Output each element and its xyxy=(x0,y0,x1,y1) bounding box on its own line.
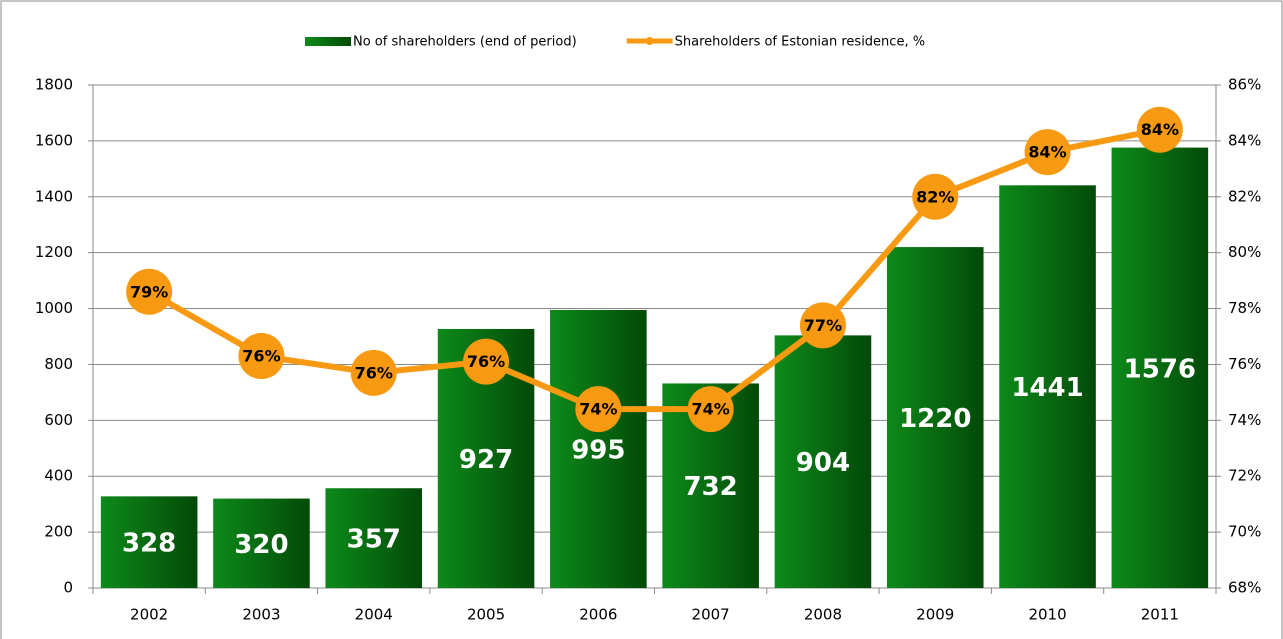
legend-swatch-marker xyxy=(645,37,654,45)
legend-label: No of shareholders (end of period) xyxy=(353,35,577,50)
bar-value-label: 995 xyxy=(571,435,625,465)
y-tick-label: 1800 xyxy=(35,76,73,94)
line-value-label: 74% xyxy=(692,400,730,419)
bar xyxy=(550,309,647,588)
line-value-label: 74% xyxy=(579,400,617,419)
line-marker xyxy=(1024,129,1071,176)
x-tick-label: 2009 xyxy=(916,606,954,624)
bar-value-label: 1576 xyxy=(1124,354,1196,384)
bar-value-label: 1220 xyxy=(899,404,971,434)
line-value-label: 84% xyxy=(1028,143,1066,162)
bar xyxy=(100,496,198,588)
y2-tick-label: 82% xyxy=(1228,187,1261,205)
x-tick-label: 2003 xyxy=(242,606,280,624)
bar-value-label: 328 xyxy=(122,529,176,559)
line-value-label: 79% xyxy=(130,282,168,301)
y-tick-label: 400 xyxy=(44,467,73,485)
legend-label: Shareholders of Estonian residence, % xyxy=(675,35,925,50)
line-marker xyxy=(799,302,846,349)
line xyxy=(147,126,1161,413)
y2-tick-label: 72% xyxy=(1228,467,1261,485)
y2-tick-label: 78% xyxy=(1228,299,1261,317)
line-marker xyxy=(575,386,622,433)
line-value-label: 76% xyxy=(355,363,393,382)
y-tick-label: 1600 xyxy=(35,131,73,149)
line-marker xyxy=(238,333,285,380)
bar-value-label: 732 xyxy=(684,472,738,502)
bar xyxy=(774,335,872,588)
x-tick-label: 2006 xyxy=(579,606,617,624)
legend-swatch xyxy=(305,37,351,46)
y-tick-label: 1000 xyxy=(35,299,73,317)
x-tick-label: 2002 xyxy=(130,606,168,624)
bar-value-label: 320 xyxy=(234,530,288,560)
line-value-label: 82% xyxy=(916,187,954,206)
y2-tick-label: 76% xyxy=(1228,355,1261,373)
line-marker xyxy=(1136,106,1183,153)
bar-value-label: 904 xyxy=(796,448,850,478)
y-tick-label: 0 xyxy=(63,579,73,597)
x-tick-label: 2008 xyxy=(804,606,842,624)
line-marker xyxy=(350,349,397,396)
bar-value-label: 1441 xyxy=(1011,373,1083,403)
y-tick-label: 1200 xyxy=(35,243,73,261)
y2-tick-label: 86% xyxy=(1228,76,1261,94)
y-tick-label: 1400 xyxy=(35,187,73,205)
line-value-label: 76% xyxy=(467,352,505,371)
bar-value-label: 927 xyxy=(459,445,513,475)
y-tick-label: 600 xyxy=(44,411,73,429)
x-tick-label: 2010 xyxy=(1028,606,1066,624)
bar xyxy=(886,247,984,589)
x-tick-label: 2004 xyxy=(355,606,393,624)
y-tick-label: 200 xyxy=(44,523,73,541)
line-marker xyxy=(126,268,173,315)
y-tick-label: 800 xyxy=(44,355,73,373)
line-marker xyxy=(687,386,734,433)
bar xyxy=(1111,147,1209,588)
bar-value-label: 357 xyxy=(347,525,401,555)
bar xyxy=(999,185,1096,588)
line-marker xyxy=(463,338,510,385)
bar xyxy=(213,498,310,588)
y2-tick-label: 80% xyxy=(1228,243,1261,261)
x-tick-label: 2005 xyxy=(467,606,505,624)
y2-tick-label: 74% xyxy=(1228,411,1261,429)
bar xyxy=(325,488,423,588)
y2-tick-label: 84% xyxy=(1228,131,1261,149)
x-tick-label: 2011 xyxy=(1141,606,1179,624)
line-value-label: 77% xyxy=(804,316,842,335)
y2-tick-label: 68% xyxy=(1228,579,1261,597)
line-value-label: 76% xyxy=(242,347,280,366)
line-value-label: 84% xyxy=(1141,120,1179,139)
line-marker xyxy=(912,173,959,220)
x-tick-label: 2007 xyxy=(692,606,730,624)
y2-tick-label: 70% xyxy=(1228,523,1261,541)
